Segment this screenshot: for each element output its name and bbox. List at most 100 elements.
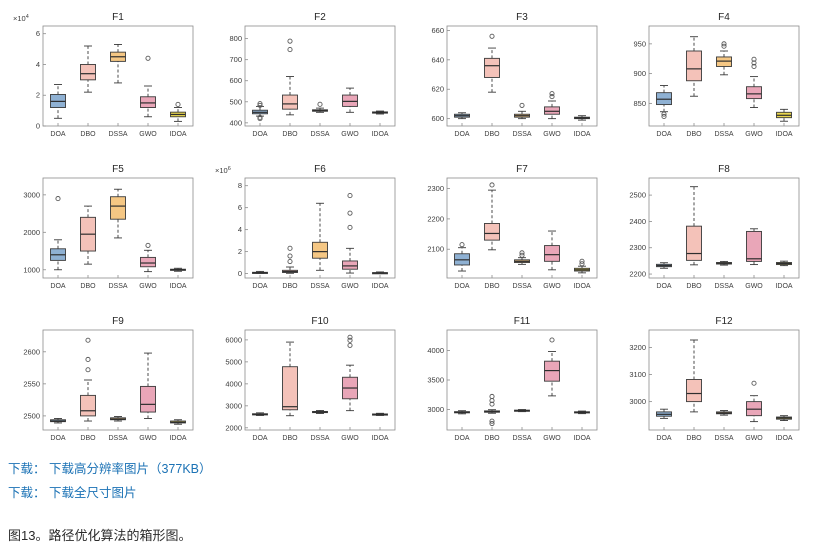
svg-text:DOA: DOA — [50, 283, 66, 290]
svg-text:2: 2 — [36, 91, 40, 100]
svg-text:2000: 2000 — [23, 228, 40, 237]
svg-text:F3: F3 — [516, 12, 528, 23]
svg-text:IDOA: IDOA — [371, 283, 388, 290]
svg-text:DOA: DOA — [656, 131, 672, 138]
subplot-F6: F6 ×106 0 2 4 6 8 DOA DBO DSSA GWO IDOA — [211, 160, 401, 302]
boxplot-F4: F4 850 900 950 DOA DBO DSSA GWO IDOA — [633, 12, 800, 138]
svg-text:640: 640 — [431, 55, 444, 64]
svg-text:620: 620 — [431, 85, 444, 94]
svg-text:F1: F1 — [112, 12, 124, 23]
svg-text:2100: 2100 — [427, 245, 444, 254]
boxplot-F8: F8 2200 2300 2400 2500 DOA DBO DSSA GWO IDOA — [629, 164, 800, 290]
svg-text:6: 6 — [238, 203, 242, 212]
svg-text:DBO: DBO — [484, 131, 500, 138]
subplot-F8: F8 2200 2300 2400 2500 DOA DBO DSSA GWO IDOA — [615, 160, 805, 302]
svg-text:IDOA: IDOA — [573, 131, 590, 138]
svg-text:DBO: DBO — [686, 283, 702, 290]
svg-text:2300: 2300 — [629, 243, 646, 252]
svg-text:DBO: DBO — [484, 283, 500, 290]
boxplot-F12: F12 3000 3100 3200 DOA DBO DSSA GWO IDOA — [629, 316, 800, 442]
boxplot-F6: F6 ×106 0 2 4 6 8 DOA DBO DSSA GWO IDOA — [215, 164, 396, 290]
svg-text:DBO: DBO — [282, 435, 298, 442]
svg-text:5000: 5000 — [225, 357, 242, 366]
svg-text:3200: 3200 — [629, 343, 646, 352]
svg-text:3000: 3000 — [427, 405, 444, 414]
svg-text:DSSA: DSSA — [512, 283, 531, 290]
svg-text:DSSA: DSSA — [108, 283, 127, 290]
download-row-fullsize: 下载： 下载全尺寸图片 — [8, 486, 809, 501]
svg-text:2300: 2300 — [427, 184, 444, 193]
download-fullsize-link[interactable]: 下载全尺寸图片 — [48, 486, 137, 500]
subplot-F12: F12 3000 3100 3200 DOA DBO DSSA GWO IDOA — [615, 312, 805, 454]
svg-text:F6: F6 — [314, 164, 326, 175]
svg-text:F8: F8 — [718, 164, 730, 175]
subplot-F7: F7 2100 2200 2300 DOA DBO DSSA GWO IDOA — [413, 160, 603, 302]
svg-text:500: 500 — [229, 97, 242, 106]
svg-text:DOA: DOA — [252, 131, 268, 138]
subplot-F1: F1 ×104 0 2 4 6 DOA DBO DSSA GWO IDOA — [9, 8, 199, 150]
svg-text:DSSA: DSSA — [310, 131, 329, 138]
boxplot-F9: F9 2500 2550 2600 DOA DBO DSSA GWO IDOA — [23, 316, 194, 442]
boxplot-F7: F7 2100 2200 2300 DOA DBO DSSA GWO IDOA — [427, 164, 598, 290]
download-hires-link[interactable]: 下载高分辨率图片（377KB） — [48, 462, 212, 476]
svg-text:IDOA: IDOA — [169, 435, 186, 442]
svg-text:DBO: DBO — [686, 435, 702, 442]
svg-text:3000: 3000 — [225, 401, 242, 410]
svg-text:IDOA: IDOA — [775, 435, 792, 442]
svg-text:IDOA: IDOA — [573, 435, 590, 442]
svg-text:F7: F7 — [516, 164, 528, 175]
svg-text:DBO: DBO — [80, 283, 96, 290]
download-prefix-label: 下载： — [8, 462, 49, 476]
svg-text:DOA: DOA — [252, 435, 268, 442]
svg-text:F9: F9 — [112, 316, 124, 327]
svg-text:DBO: DBO — [80, 435, 96, 442]
subplot-F11: F11 3000 3500 4000 DOA DBO DSSA GWO IDOA — [413, 312, 603, 454]
svg-text:2500: 2500 — [629, 191, 646, 200]
svg-text:DBO: DBO — [484, 435, 500, 442]
subplot-F10: F10 2000 3000 4000 5000 6000 DOA DBO DSSA GWO IDOA — [211, 312, 401, 454]
svg-text:700: 700 — [229, 55, 242, 64]
svg-text:DBO: DBO — [282, 283, 298, 290]
svg-text:2200: 2200 — [427, 214, 444, 223]
svg-text:GWO: GWO — [139, 435, 157, 442]
boxplot-F11: F11 3000 3500 4000 DOA DBO DSSA GWO IDOA — [427, 316, 598, 442]
svg-text:GWO: GWO — [543, 283, 561, 290]
svg-text:2400: 2400 — [629, 217, 646, 226]
subplot-F3: F3 600 620 640 660 DOA DBO DSSA GWO IDOA — [413, 8, 603, 150]
svg-text:DSSA: DSSA — [310, 435, 329, 442]
svg-text:2000: 2000 — [225, 423, 242, 432]
svg-text:600: 600 — [431, 114, 444, 123]
download-prefix-label: 下载： — [8, 486, 49, 500]
svg-text:2600: 2600 — [23, 347, 40, 356]
svg-text:DOA: DOA — [50, 131, 66, 138]
svg-text:2500: 2500 — [23, 411, 40, 420]
svg-text:DSSA: DSSA — [512, 435, 531, 442]
svg-text:GWO: GWO — [341, 131, 359, 138]
svg-text:DSSA: DSSA — [714, 435, 733, 442]
svg-text:2: 2 — [238, 247, 242, 256]
boxplot-figure-grid: F1 ×104 0 2 4 6 DOA DBO DSSA GWO IDOA F2 400 500 600 70… — [4, 8, 809, 454]
subplot-F4: F4 850 900 950 DOA DBO DSSA GWO IDOA — [615, 8, 805, 150]
boxplot-F5: F5 1000 2000 3000 DOA DBO DSSA GWO IDOA — [23, 164, 194, 290]
svg-text:GWO: GWO — [139, 283, 157, 290]
svg-text:IDOA: IDOA — [371, 131, 388, 138]
svg-text:DOA: DOA — [454, 131, 470, 138]
svg-text:GWO: GWO — [341, 283, 359, 290]
svg-text:IDOA: IDOA — [169, 131, 186, 138]
svg-text:×106: ×106 — [215, 166, 231, 175]
svg-text:4: 4 — [36, 60, 40, 69]
svg-text:IDOA: IDOA — [371, 435, 388, 442]
svg-text:4000: 4000 — [427, 346, 444, 355]
svg-text:800: 800 — [229, 34, 242, 43]
svg-text:6000: 6000 — [225, 335, 242, 344]
svg-text:GWO: GWO — [745, 435, 763, 442]
svg-text:DOA: DOA — [656, 283, 672, 290]
svg-text:850: 850 — [633, 99, 646, 108]
download-row-hires: 下载： 下载高分辨率图片（377KB） — [8, 462, 809, 477]
download-links: 下载： 下载高分辨率图片（377KB） 下载： 下载全尺寸图片 — [8, 462, 809, 501]
svg-text:F2: F2 — [314, 12, 326, 23]
svg-text:660: 660 — [431, 26, 444, 35]
svg-text:DSSA: DSSA — [714, 131, 733, 138]
svg-text:DBO: DBO — [80, 131, 96, 138]
subplot-F2: F2 400 500 600 700 800 DOA DBO DSSA GWO IDOA — [211, 8, 401, 150]
